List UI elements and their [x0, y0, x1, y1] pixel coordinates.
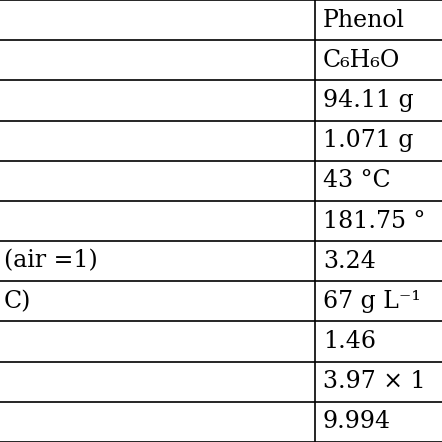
Text: 94.11 g: 94.11 g — [323, 89, 414, 112]
Text: 1.46: 1.46 — [323, 330, 376, 353]
Text: 181.75 °: 181.75 ° — [323, 210, 425, 232]
Text: 9.994: 9.994 — [323, 411, 391, 434]
Text: 67 g L⁻¹: 67 g L⁻¹ — [323, 290, 421, 313]
Text: Phenol: Phenol — [323, 8, 405, 31]
Text: 43 °C: 43 °C — [323, 169, 391, 192]
Text: 3.97 × 1: 3.97 × 1 — [323, 370, 426, 393]
Text: C₆H₆O: C₆H₆O — [323, 49, 400, 72]
Text: 1.071 g: 1.071 g — [323, 129, 414, 152]
Text: C): C) — [4, 290, 31, 313]
Text: 3.24: 3.24 — [323, 250, 376, 273]
Text: (air =1): (air =1) — [4, 250, 98, 273]
